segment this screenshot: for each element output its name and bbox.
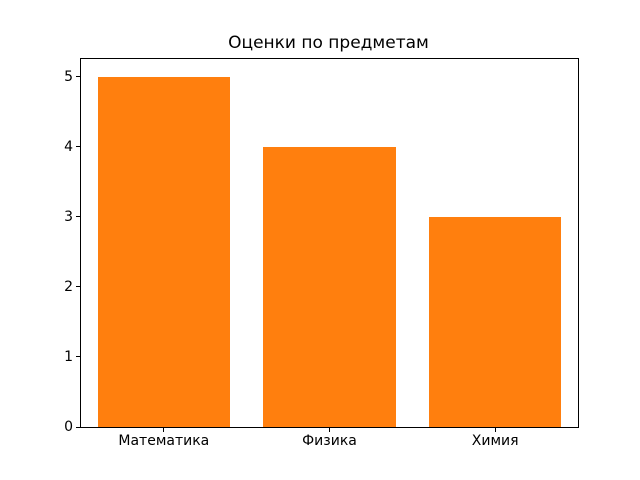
y-axis-tick-label: 2 xyxy=(64,278,73,295)
x-axis-tick-mark xyxy=(163,428,165,432)
x-axis-tick-label: Химия xyxy=(471,433,519,449)
y-axis-tick-label: 1 xyxy=(64,348,73,365)
y-axis-tick-mark xyxy=(76,216,80,218)
y-axis-tick-mark xyxy=(76,356,80,358)
x-axis-tick-mark xyxy=(329,428,330,432)
y-axis-tick-label: 0 xyxy=(64,419,73,435)
y-axis-tick-mark xyxy=(76,146,80,148)
y-axis-tick-label: 5 xyxy=(64,68,73,85)
x-axis-tick-label: Математика xyxy=(118,433,210,449)
x-axis-tick-label: Физика xyxy=(302,433,357,449)
y-axis-tick-label: 3 xyxy=(64,208,73,225)
bar-Химия xyxy=(428,216,562,427)
y-axis-tick-label: 4 xyxy=(64,138,73,155)
chart-title: Оценки по предметам xyxy=(228,33,429,53)
y-axis-tick-mark xyxy=(76,76,80,78)
x-axis-tick-mark xyxy=(494,428,496,432)
plot-area: 0 1 2 3 4 5 Математика Физика Химия xyxy=(64,58,579,449)
bar-Математика xyxy=(97,76,231,427)
y-axis-tick-mark xyxy=(76,286,80,288)
y-axis-tick-mark xyxy=(76,426,80,428)
bar-Физика xyxy=(263,146,396,427)
